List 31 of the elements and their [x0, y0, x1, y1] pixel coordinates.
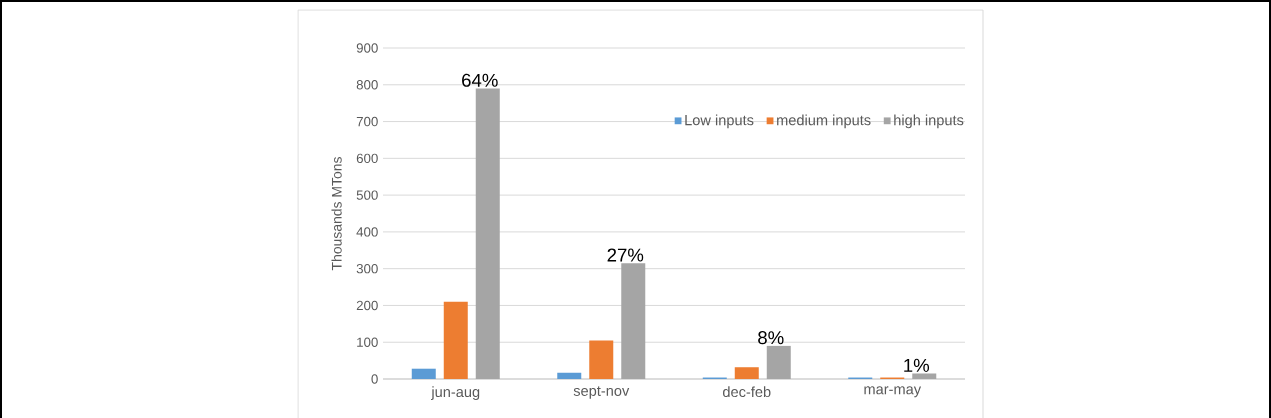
- bar: [766, 345, 791, 379]
- legend-label: medium inputs: [777, 114, 871, 129]
- y-tick-label: 100: [357, 337, 378, 347]
- x-tick-label: jun-aug: [431, 386, 480, 400]
- annotation: 64%: [462, 73, 498, 87]
- y-tick-label: 200: [356, 300, 378, 311]
- annotation: 1%: [904, 358, 930, 372]
- y-tick-label: 0: [371, 374, 378, 384]
- annotation: 8%: [758, 331, 784, 345]
- bar: [621, 263, 646, 379]
- bar: [912, 373, 937, 379]
- y-axis-title: Thousands MTons: [331, 157, 342, 271]
- y-tick-label: 600: [356, 153, 378, 164]
- y-tick-label: 700: [356, 116, 378, 127]
- x-tick-label: sept-nov: [573, 386, 630, 399]
- annotation: 27%: [607, 248, 644, 262]
- legend-label: Low inputs: [685, 114, 754, 129]
- y-tick-label: 400: [356, 227, 378, 237]
- y-tick-label: 900: [356, 43, 378, 53]
- x-tick-label: dec-feb: [723, 386, 771, 398]
- x-tick-label: mar-may: [864, 386, 922, 398]
- y-tick-label: 300: [356, 263, 378, 274]
- bar: [734, 367, 759, 379]
- bar: [589, 340, 614, 379]
- y-tick-label: 500: [356, 190, 378, 200]
- legend-label: high inputs: [894, 114, 964, 129]
- y-tick-label: 800: [356, 80, 378, 90]
- bar: [443, 301, 468, 379]
- bar: [411, 368, 436, 379]
- bar: [475, 88, 500, 379]
- bar: [557, 372, 582, 379]
